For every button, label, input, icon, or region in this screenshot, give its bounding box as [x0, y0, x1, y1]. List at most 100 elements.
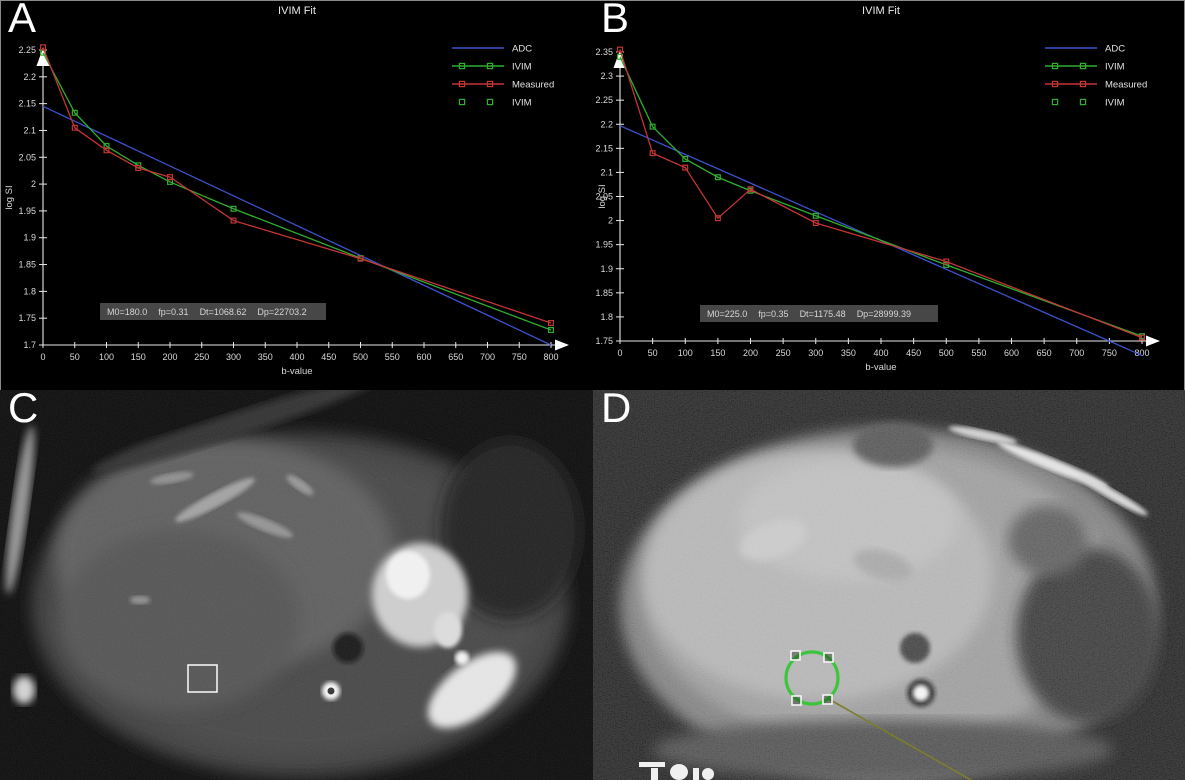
legend-label: IVIM	[512, 98, 532, 109]
data-point-marker	[943, 258, 950, 265]
roi-handles[interactable]	[790, 650, 834, 706]
panel-d-label: D	[601, 390, 633, 431]
data-point-marker	[357, 255, 364, 262]
x-tick-label: 400	[289, 352, 304, 362]
x-axis-arrow-icon	[1146, 335, 1160, 347]
y-axis-label: log SI	[4, 185, 15, 209]
roi-handle-bottom-left[interactable]	[791, 695, 802, 706]
panel-c-label: C	[8, 390, 40, 431]
data-point-marker	[547, 320, 554, 327]
fit-parameters-annotation: M0=225.0 fp=0.35 Dt=1175.48 Dp=28999.39	[700, 305, 938, 322]
chart-title: IVIM Fit	[278, 5, 316, 17]
y-tick-label: 1.85	[18, 260, 36, 270]
fit-parameters-annotation: M0=180.0 fp=0.31 Dt=1068.62 Dp=22703.2	[100, 303, 326, 320]
y-tick-label: 2.25	[18, 45, 36, 55]
y-ticks: 2.25 2.2 2.15 2.1 2.05 2 1.95 1.9 1.85 1.8 1.75 1.7	[18, 45, 47, 350]
y-tick-label: 2.2	[23, 72, 36, 82]
y-tick-label: 2	[31, 179, 36, 189]
x-tick-label: 650	[1037, 348, 1052, 358]
dwi-image	[0, 390, 593, 780]
x-tick-label: 400	[873, 348, 888, 358]
y-tick-label: 2.2	[600, 119, 613, 129]
x-axis-label: b-value	[865, 362, 896, 373]
data-point-marker	[71, 124, 78, 131]
x-tick-label: 450	[906, 348, 921, 358]
x-tick-label: 650	[448, 352, 463, 362]
y-tick-label: 2.1	[23, 125, 36, 135]
data-point-marker	[714, 174, 721, 181]
panel-a-chart-svg: IVIM Fit 0 50 100 150 200 250 300 350 400 450 500 55…	[4, 5, 569, 377]
panel-b-chart-svg: IVIM Fit 0 50 100 150 200 250 300 350 400 450 500 55…	[595, 5, 1160, 373]
x-tick-label: 100	[99, 352, 114, 362]
y-tick-label: 1.75	[595, 336, 613, 346]
data-point-marker	[714, 215, 721, 222]
y-ticks: 2.35 2.3 2.25 2.2 2.15 2.1 2.05 2 1.95 1.9 1.85 1.8…	[595, 47, 624, 346]
data-point-marker	[747, 186, 754, 193]
panel-a-label: A	[8, 0, 38, 41]
cropped-text-artifact	[639, 762, 714, 780]
x-tick-label: 50	[648, 348, 658, 358]
x-tick-label: 350	[258, 352, 273, 362]
series-adc	[42, 105, 552, 346]
roi-handle-top-right[interactable]	[823, 652, 834, 663]
panel-a: A IVIM Fit 0 50 100 150 200 250 300 350 400 450 500…	[0, 0, 593, 390]
legend-label: Measured	[1105, 80, 1147, 91]
series-measured	[617, 46, 1145, 341]
x-tick-label: 200	[743, 348, 758, 358]
legend-label: IVIM	[1105, 98, 1125, 109]
panel-b: B IVIM Fit 0 50 100 150 200 250 300 350 400 450 500…	[593, 0, 1185, 390]
x-ticks: 0 50 100 150 200 250 300 350 400 450 500 550 600 650 7…	[40, 342, 559, 362]
x-tick-label: 150	[131, 352, 146, 362]
y-tick-label: 1.95	[595, 240, 613, 250]
series-ivim	[39, 49, 554, 333]
legend-label: IVIM	[512, 62, 532, 73]
y-tick-label: 1.95	[18, 206, 36, 216]
data-point-marker	[617, 46, 624, 53]
roi-circle[interactable]	[784, 650, 840, 706]
data-point-marker	[230, 217, 237, 224]
y-tick-label: 2.05	[18, 152, 36, 162]
x-ticks: 0 50 100 150 200 250 300 350 400 450 500 550 600 650 7…	[617, 338, 1150, 358]
y-tick-label: 2.1	[600, 167, 613, 177]
y-axis-arrow-icon	[36, 48, 50, 66]
legend: ADC IVIM Measured IVIM	[452, 44, 554, 109]
data-point-marker	[103, 147, 110, 154]
roi-handle-bottom-right[interactable]	[822, 694, 833, 705]
y-tick-label: 1.7	[23, 340, 36, 350]
data-point-marker	[167, 174, 174, 181]
roi-square[interactable]	[187, 664, 218, 693]
x-axis-label: b-value	[281, 366, 312, 377]
roi-handle-top-left[interactable]	[790, 650, 801, 661]
panel-b-label: B	[601, 0, 631, 41]
y-tick-label: 1.8	[23, 286, 36, 296]
x-tick-label: 200	[162, 352, 177, 362]
data-point-marker	[135, 165, 142, 172]
legend-label: IVIM	[1105, 62, 1125, 73]
y-tick-label: 1.9	[600, 264, 613, 274]
series-ivim	[617, 53, 1145, 340]
y-tick-label: 1.85	[595, 288, 613, 298]
x-tick-label: 50	[70, 352, 80, 362]
x-tick-label: 700	[1069, 348, 1084, 358]
x-tick-label: 250	[194, 352, 209, 362]
y-tick-label: 1.8	[600, 312, 613, 322]
x-tick-label: 300	[808, 348, 823, 358]
axes	[619, 50, 1148, 342]
x-tick-label: 750	[1102, 348, 1117, 358]
data-point-marker	[682, 155, 689, 162]
x-tick-label: 500	[353, 352, 368, 362]
x-axis-arrow-icon	[555, 339, 569, 351]
x-tick-label: 350	[841, 348, 856, 358]
data-point-marker	[812, 212, 819, 219]
x-tick-label: 600	[1004, 348, 1019, 358]
legend-label: ADC	[1105, 44, 1125, 55]
x-tick-label: 800	[543, 352, 558, 362]
x-tick-label: 250	[776, 348, 791, 358]
x-tick-label: 500	[939, 348, 954, 358]
x-tick-label: 600	[416, 352, 431, 362]
roi-leader-line	[826, 697, 972, 780]
y-tick-label: 1.75	[18, 313, 36, 323]
panel-c: C	[0, 390, 593, 780]
y-tick-label: 2.35	[595, 47, 613, 57]
data-point-marker	[682, 164, 689, 171]
